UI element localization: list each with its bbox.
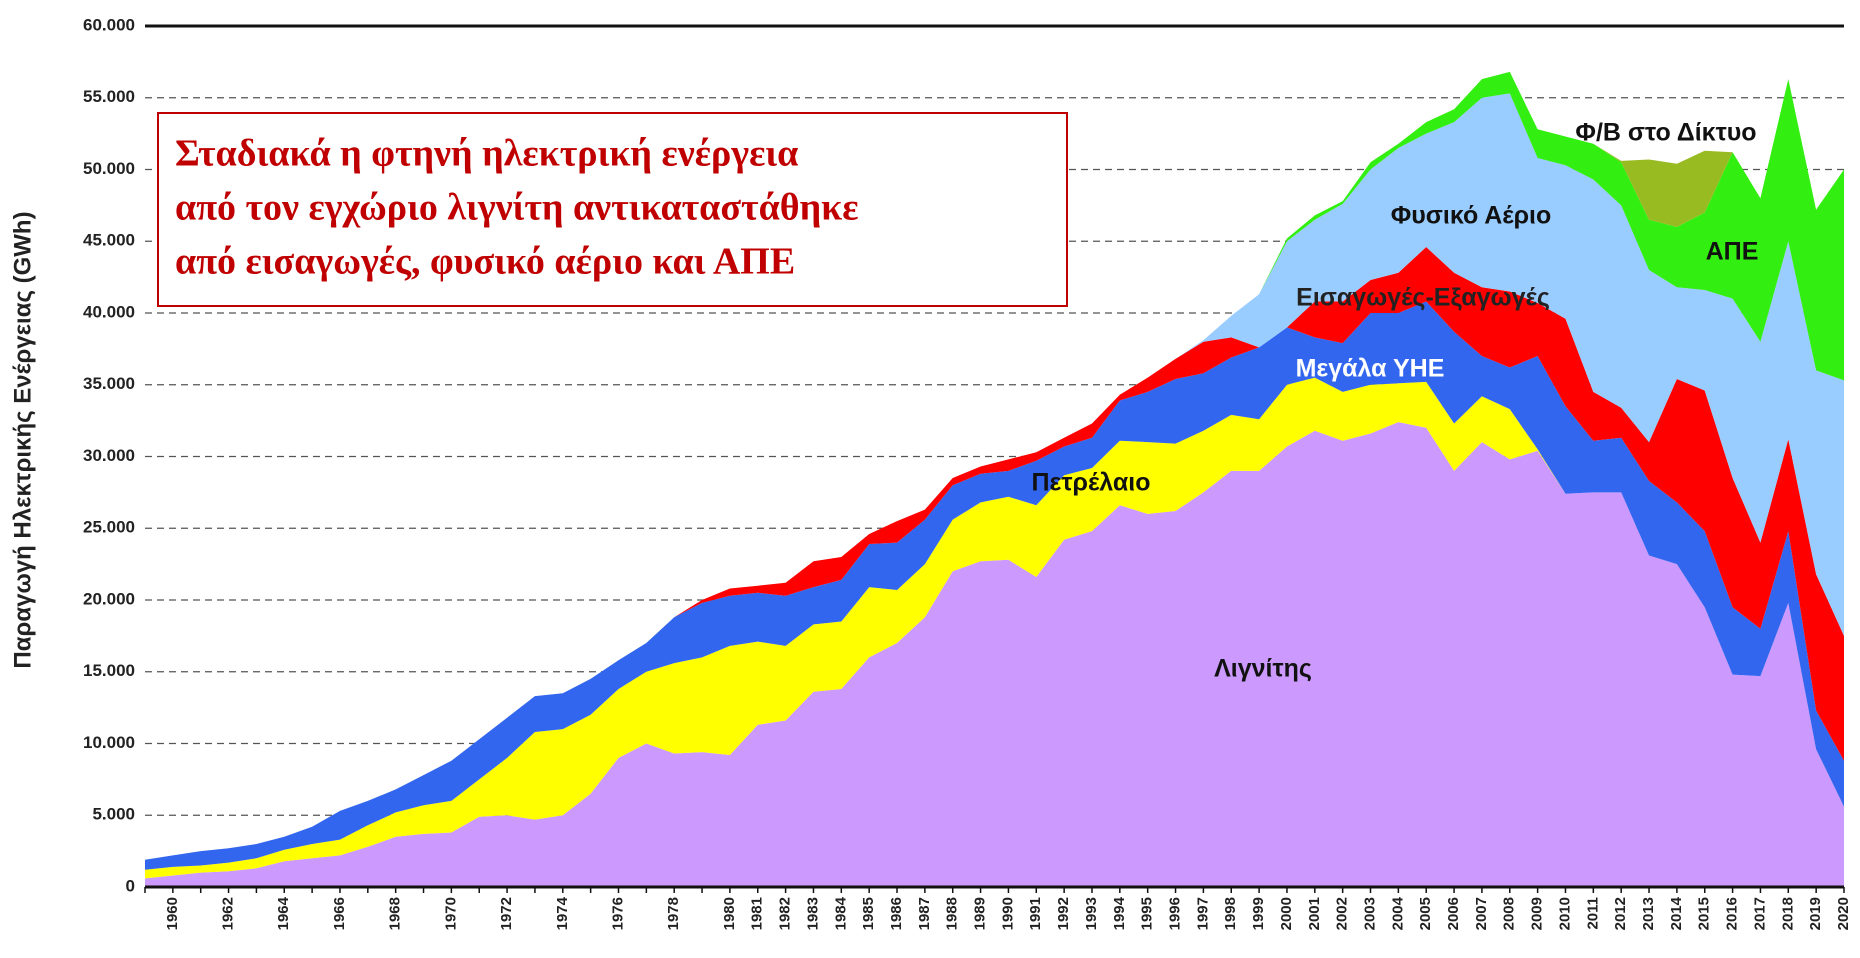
x-tick-label: 1981 bbox=[749, 897, 766, 930]
area bbox=[145, 422, 1844, 887]
x-tick-label: 1972 bbox=[498, 897, 515, 930]
series-label: Πετρέλαιο bbox=[1031, 469, 1150, 497]
x-tick-label: 2007 bbox=[1473, 897, 1490, 930]
x-tick-label: 2003 bbox=[1361, 897, 1378, 930]
x-tick-label: 2014 bbox=[1668, 896, 1685, 930]
x-tick-label: 1990 bbox=[999, 897, 1016, 930]
y-tick-label: 25.000 bbox=[83, 518, 135, 537]
x-tick-label: 1995 bbox=[1139, 897, 1156, 930]
x-tick-label: 2006 bbox=[1445, 897, 1462, 930]
x-tick-label: 1970 bbox=[442, 897, 459, 930]
y-tick-label: 45.000 bbox=[83, 231, 135, 250]
x-tick-label: 1978 bbox=[665, 897, 682, 930]
x-tick-label: 2010 bbox=[1556, 897, 1573, 930]
x-tick-label: 1982 bbox=[777, 897, 794, 930]
x-tick-label: 1962 bbox=[220, 897, 237, 930]
x-tick-label: 1985 bbox=[860, 897, 877, 930]
annotation: από τον εγχώριο λιγνίτη αντικαταστάθηκε bbox=[175, 187, 859, 229]
x-tick-label: 1993 bbox=[1083, 897, 1100, 930]
x-tick-label: 1986 bbox=[888, 897, 905, 930]
x-tick-label: 1966 bbox=[331, 897, 348, 930]
y-tick-label: 55.000 bbox=[83, 87, 135, 106]
x-tick-label: 2008 bbox=[1501, 897, 1518, 930]
x-tick-label: 2017 bbox=[1751, 897, 1768, 930]
x-tick-label: 1996 bbox=[1167, 897, 1184, 930]
x-tick-label: 1989 bbox=[972, 897, 989, 930]
x-tick-label: 2009 bbox=[1529, 897, 1546, 930]
annotation-box bbox=[157, 112, 1068, 307]
x-tick-label: 1974 bbox=[554, 896, 571, 930]
x-tick-label: 2020 bbox=[1835, 897, 1852, 930]
annotation: από εισαγωγές, φυσικό αέριο και ΑΠΕ bbox=[175, 241, 795, 283]
x-tick-label: 2016 bbox=[1724, 897, 1741, 930]
x-tick-label: 1968 bbox=[387, 897, 404, 930]
y-tick-label: 35.000 bbox=[83, 374, 135, 393]
x-tick-label: 2015 bbox=[1696, 897, 1713, 930]
x-tick-label: 1984 bbox=[832, 896, 849, 930]
series-label: Εισαγωγές-Εξαγωγές bbox=[1296, 284, 1550, 312]
area bbox=[145, 377, 1844, 879]
x-tick-label: 2000 bbox=[1278, 897, 1295, 930]
x-tick-label: 2001 bbox=[1306, 897, 1323, 930]
x-tick-label: 1976 bbox=[609, 897, 626, 930]
x-tick-label: 2013 bbox=[1640, 897, 1657, 930]
x-tick-label: 1991 bbox=[1027, 897, 1044, 930]
y-tick-label: 5.000 bbox=[92, 805, 135, 824]
x-tick-label: 2019 bbox=[1807, 897, 1824, 930]
y-axis-title: Παραγωγή Ηλεκτρικής Ενέργειας (GWh) bbox=[9, 211, 36, 668]
x-tick-label: 1987 bbox=[916, 897, 933, 930]
x-tick-label: 2002 bbox=[1334, 897, 1351, 930]
y-tick-label: 20.000 bbox=[83, 589, 135, 608]
x-tick-label: 1999 bbox=[1250, 897, 1267, 930]
annotation: Σταδιακά η φτηνή ηλεκτρική ενέργεια bbox=[175, 133, 798, 175]
y-tick-label: 40.000 bbox=[83, 302, 135, 321]
series-label: Φ/Β στο Δίκτυο bbox=[1575, 119, 1756, 147]
x-tick-label: 2018 bbox=[1779, 897, 1796, 930]
series-label: ΑΠΕ bbox=[1706, 238, 1759, 266]
x-tick-label: 2005 bbox=[1417, 897, 1434, 930]
y-tick-label: 50.000 bbox=[83, 159, 135, 178]
y-tick-label: 30.000 bbox=[83, 446, 135, 465]
x-tick-label: 2011 bbox=[1584, 897, 1601, 930]
x-tick-label: 1998 bbox=[1222, 897, 1239, 930]
x-tick-label: 2004 bbox=[1389, 896, 1406, 930]
x-tick-label: 1964 bbox=[275, 896, 292, 930]
series-label: Λιγνίτης bbox=[1214, 655, 1312, 683]
x-tick-label: 1994 bbox=[1111, 896, 1128, 930]
x-tick-label: 1960 bbox=[164, 897, 181, 930]
y-tick-label: 0 bbox=[126, 876, 135, 895]
x-tick-label: 1980 bbox=[721, 897, 738, 930]
x-tick-label: 1983 bbox=[804, 897, 821, 930]
series-label: Φυσικό Αέριο bbox=[1391, 202, 1552, 230]
x-tick-label: 1992 bbox=[1055, 897, 1072, 930]
y-tick-label: 10.000 bbox=[83, 733, 135, 752]
x-tick-label: 1988 bbox=[944, 897, 961, 930]
x-tick-label: 2012 bbox=[1612, 897, 1629, 930]
x-tick-label: 1997 bbox=[1194, 897, 1211, 930]
y-tick-label: 60.000 bbox=[83, 15, 135, 34]
y-tick-label: 15.000 bbox=[83, 661, 135, 680]
series-label: Μεγάλα ΥΗΕ bbox=[1296, 355, 1445, 383]
